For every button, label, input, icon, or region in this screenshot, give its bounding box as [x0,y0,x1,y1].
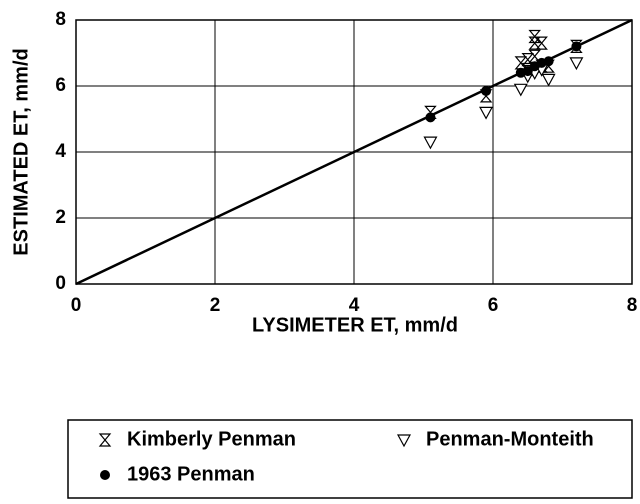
y-tick-label: 8 [55,9,66,30]
legend-box [67,419,633,499]
marker-triangle [396,434,412,448]
x-tick-label: 4 [349,295,360,316]
marker-triangle [479,106,494,120]
x-axis-label: LYSIMETER ET, mm/d [252,314,458,336]
marker-triangle [541,73,556,87]
marker-circle [481,85,492,96]
legend-label: Penman-Monteith [426,428,594,450]
marker-circle [425,112,436,123]
x-tick-label: 0 [71,295,82,316]
marker-triangle [569,57,584,71]
marker-circle [571,41,582,52]
marker-hourglass [535,36,548,50]
marker-hourglass [521,53,535,67]
marker-circle [543,56,554,67]
marker-hourglass [98,433,112,447]
marker-triangle [513,83,528,97]
marker-hourglass [528,29,541,44]
y-tick-label: 2 [55,207,66,228]
y-axis-label: ESTIMATED ET, mm/d [10,48,32,255]
marker-triangle [423,136,438,150]
marker-hourglass [528,49,541,63]
marker-hourglass [514,56,528,70]
plot-frame [75,19,633,285]
x-tick-label: 2 [210,295,221,316]
y-tick-label: 6 [55,75,66,96]
y-tick-label: 0 [55,273,66,294]
legend-label: 1963 Penman [127,463,255,485]
x-tick-label: 8 [627,295,638,316]
y-tick-label: 4 [55,141,66,162]
marker-circle [522,66,533,77]
legend-label: Kimberly Penman [127,428,296,450]
x-tick-label: 6 [488,295,499,316]
marker-circle [100,470,110,480]
